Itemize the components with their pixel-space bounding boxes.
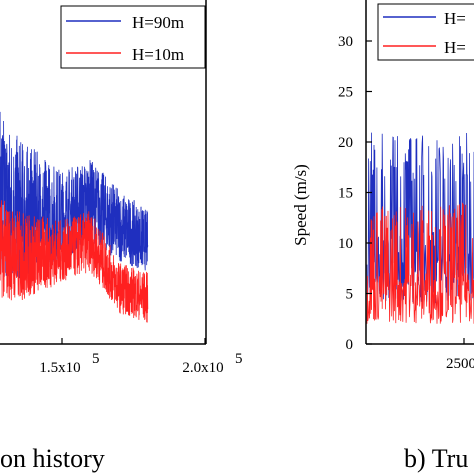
left-series-group bbox=[0, 111, 149, 323]
right-series-line-1 bbox=[366, 202, 474, 324]
right-legend-label-h90: H= bbox=[444, 9, 466, 28]
right-y-tick-label: 15 bbox=[338, 186, 353, 202]
right-chart: 0 5 10 15 20 25 30 2500 Speed (m/s) H= H= b) T… bbox=[291, 0, 474, 473]
right-legend: H= H= bbox=[377, 3, 474, 61]
left-x-tick-label: 2.0x10 bbox=[182, 360, 223, 376]
left-legend-label-h90: H=90m bbox=[132, 13, 184, 32]
right-y-tick-label: 25 bbox=[338, 85, 353, 101]
left-legend: H=90m H=10m bbox=[60, 5, 206, 69]
left-chart: 1.5x10 5 2.0x10 5 H=90m H=10m on history bbox=[0, 0, 243, 473]
right-y-tick-label: 30 bbox=[338, 34, 353, 50]
left-series-line-1 bbox=[0, 200, 149, 323]
left-legend-box bbox=[60, 5, 206, 69]
left-legend-label-h10: H=10m bbox=[132, 45, 184, 64]
left-x-ticks: 1.5x10 5 2.0x10 5 bbox=[39, 338, 243, 376]
right-x-tick-label: 2500 bbox=[446, 356, 474, 372]
right-x-ticks: 2500 bbox=[446, 338, 474, 372]
right-y-tick-label: 5 bbox=[346, 287, 354, 303]
right-caption: b) Tru bbox=[404, 444, 468, 473]
right-y-tick-label: 0 bbox=[346, 337, 354, 353]
right-legend-label-h10: H= bbox=[444, 38, 466, 57]
right-y-ticks: 0 5 10 15 20 25 30 bbox=[338, 34, 372, 353]
left-x-tick-exponent: 5 bbox=[235, 351, 243, 367]
right-y-tick-label: 10 bbox=[338, 236, 353, 252]
left-x-tick-exponent: 5 bbox=[92, 351, 100, 367]
right-legend-box bbox=[377, 3, 474, 61]
right-y-tick-label: 20 bbox=[338, 135, 353, 151]
left-x-tick-label: 1.5x10 bbox=[39, 360, 80, 376]
right-ylabel: Speed (m/s) bbox=[291, 164, 310, 246]
left-caption: on history bbox=[0, 444, 105, 473]
right-series-group bbox=[366, 132, 474, 324]
